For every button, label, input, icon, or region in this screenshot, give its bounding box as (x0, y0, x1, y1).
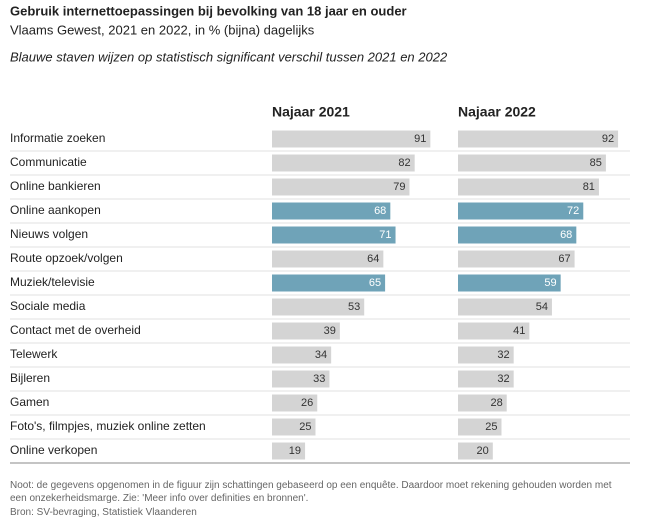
category-label: Online verkopen (10, 443, 97, 457)
bar (458, 394, 507, 412)
bar (458, 442, 493, 460)
bar (272, 370, 330, 388)
value-label: 53 (348, 301, 360, 313)
value-label: 64 (367, 253, 379, 265)
bar (272, 130, 431, 148)
value-label: 68 (374, 205, 386, 217)
value-label: 59 (544, 277, 556, 289)
bar (272, 394, 318, 412)
value-label: 81 (583, 181, 595, 193)
value-label: 28 (490, 397, 502, 409)
value-label: 26 (301, 397, 313, 409)
bar (458, 154, 606, 172)
value-label: 92 (602, 133, 614, 145)
category-label: Muziek/televisie (10, 275, 95, 289)
value-label: 82 (398, 157, 410, 169)
category-label: Gamen (10, 395, 49, 409)
bar (272, 202, 391, 220)
value-label: 91 (414, 133, 426, 145)
value-label: 25 (299, 421, 311, 433)
bar (458, 178, 599, 196)
value-label: 25 (485, 421, 497, 433)
bar (458, 274, 561, 292)
chart-subtitle: Vlaams Gewest, 2021 en 2022, in % (bijna… (10, 22, 315, 37)
value-label: 68 (560, 229, 572, 241)
value-label: 39 (324, 325, 336, 337)
value-label: 20 (477, 445, 489, 457)
value-label: 79 (393, 181, 405, 193)
bar (272, 226, 396, 244)
category-label: Route opzoek/volgen (10, 251, 123, 265)
value-label: 34 (315, 349, 327, 361)
bar (272, 298, 365, 316)
value-label: 33 (313, 373, 325, 385)
bar (458, 202, 584, 220)
value-label: 32 (497, 373, 509, 385)
category-label: Sociale media (10, 299, 86, 313)
value-label: 41 (513, 325, 525, 337)
value-label: 71 (379, 229, 391, 241)
bar (272, 346, 332, 364)
bar (458, 298, 552, 316)
bar (272, 250, 384, 268)
value-label: 19 (289, 445, 301, 457)
category-label: Telewerk (10, 347, 58, 361)
bar (458, 346, 514, 364)
category-label: Communicatie (10, 155, 87, 169)
bar (272, 274, 386, 292)
panel-header: Najaar 2022 (458, 104, 536, 120)
bar (458, 418, 502, 436)
bar (272, 442, 306, 460)
value-label: 32 (497, 349, 509, 361)
chart: Gebruik internettoepassingen bij bevolki… (10, 3, 630, 464)
category-label: Informatie zoeken (10, 131, 105, 145)
bar (272, 154, 415, 172)
bar (272, 322, 340, 340)
bar (458, 322, 530, 340)
chart-title: Gebruik internettoepassingen bij bevolki… (10, 3, 407, 18)
value-label: 72 (567, 205, 579, 217)
category-label: Bijleren (10, 371, 50, 385)
category-label: Nieuws volgen (10, 227, 88, 241)
category-label: Online aankopen (10, 203, 101, 217)
category-label: Online bankieren (10, 179, 101, 193)
source: Bron: SV-bevraging, Statistiek Vlaandere… (10, 507, 197, 518)
value-label: 54 (536, 301, 548, 313)
note: Noot: de gegevens opgenomen in de figuur… (10, 480, 612, 504)
bar (458, 250, 575, 268)
value-label: 67 (558, 253, 570, 265)
annotation: Blauwe staven wijzen op statistisch sign… (10, 49, 448, 64)
bar (272, 178, 410, 196)
bar (458, 370, 514, 388)
panel-header: Najaar 2021 (272, 104, 350, 120)
bar (458, 226, 577, 244)
value-label: 65 (369, 277, 381, 289)
value-label: 85 (590, 157, 602, 169)
category-label: Foto's, filmpjes, muziek online zetten (10, 419, 206, 433)
category-label: Contact met de overheid (10, 323, 141, 337)
bar (272, 418, 316, 436)
bar (458, 130, 619, 148)
